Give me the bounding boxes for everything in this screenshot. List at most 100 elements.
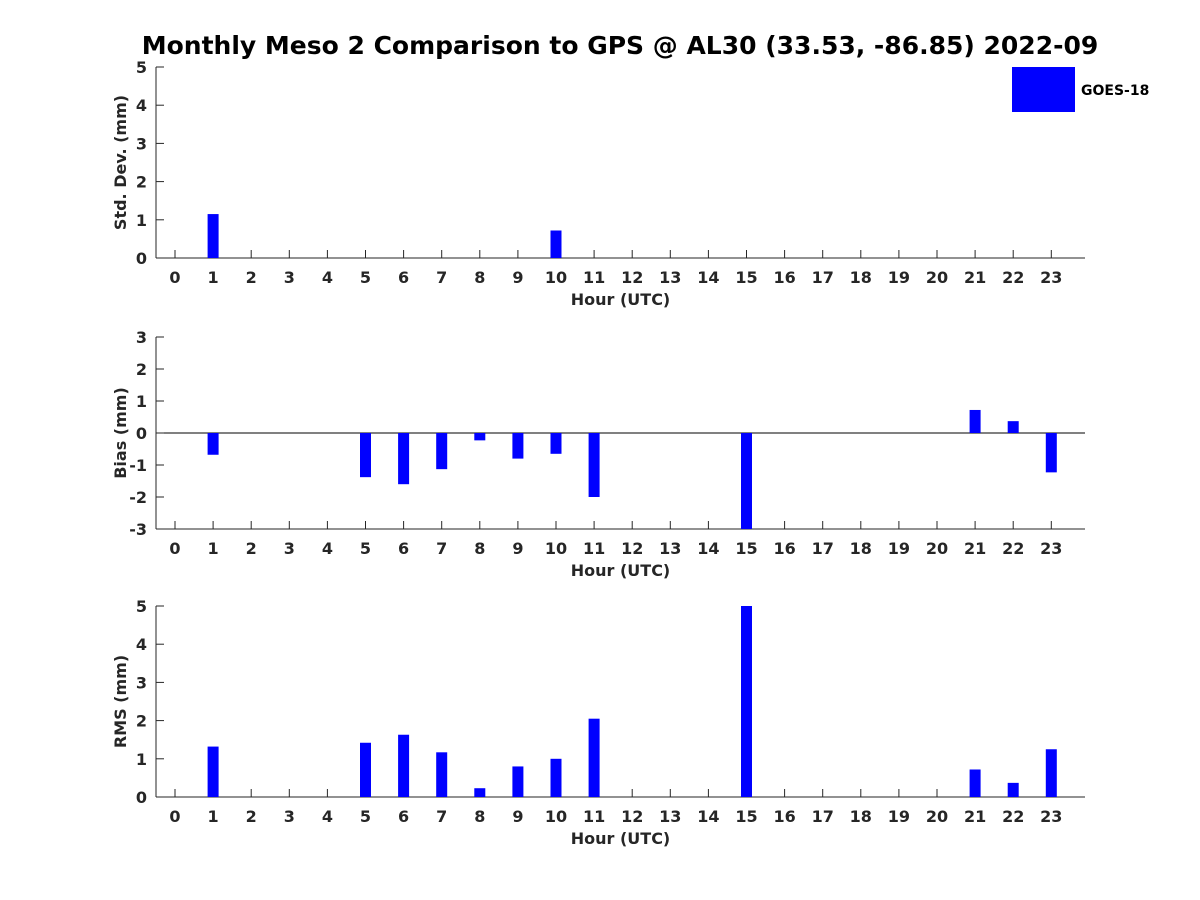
std-dev-x-tick-label: 17 xyxy=(812,268,834,287)
rms-bar xyxy=(588,718,600,797)
rms-x-axis-label: Hour (UTC) xyxy=(571,829,671,848)
std-dev-x-tick-label: 11 xyxy=(583,268,605,287)
bias-y-tick-label: 0 xyxy=(136,424,147,443)
std-dev-x-tick-label: 7 xyxy=(436,268,447,287)
std-dev-bar xyxy=(550,230,562,258)
std-dev-x-tick-label: 21 xyxy=(964,268,986,287)
std-dev-x-tick-label: 19 xyxy=(888,268,910,287)
std-dev-x-tick-label: 18 xyxy=(850,268,872,287)
bias-x-tick-label: 18 xyxy=(850,539,872,558)
rms-bar xyxy=(1007,782,1019,797)
rms-bar xyxy=(969,769,981,797)
bias-bar xyxy=(550,433,562,454)
bias-x-tick-label: 8 xyxy=(474,539,485,558)
std-dev-x-tick-label: 9 xyxy=(512,268,523,287)
bias-bar xyxy=(436,433,448,470)
bias-bar xyxy=(360,433,371,478)
bias-y-tick-label: 3 xyxy=(136,328,147,347)
bias-bar xyxy=(741,433,752,529)
std-dev-x-tick-label: 16 xyxy=(773,268,795,287)
bias-bar xyxy=(474,433,486,441)
rms-x-tick-label: 6 xyxy=(398,807,409,826)
rms-x-tick-label: 21 xyxy=(964,807,986,826)
rms-y-tick-label: 1 xyxy=(136,750,147,769)
rms-bar xyxy=(398,734,410,797)
rms-bar xyxy=(474,788,486,797)
std-dev-y-tick-label: 4 xyxy=(136,96,147,115)
rms-x-tick-label: 19 xyxy=(888,807,910,826)
std-dev-bar xyxy=(207,214,219,258)
rms-x-tick-label: 20 xyxy=(926,807,948,826)
bias-x-tick-label: 9 xyxy=(512,539,523,558)
legend-swatch xyxy=(1012,67,1075,112)
rms-x-tick-label: 17 xyxy=(812,807,834,826)
bias-x-axis-label: Hour (UTC) xyxy=(571,561,671,580)
rms-y-tick-label: 2 xyxy=(136,712,147,731)
rms-bar xyxy=(550,758,562,797)
rms-x-tick-label: 0 xyxy=(169,807,180,826)
bias-x-tick-label: 10 xyxy=(545,539,567,558)
bias-x-tick-label: 0 xyxy=(169,539,180,558)
rms-x-tick-label: 8 xyxy=(474,807,485,826)
chart-title: Monthly Meso 2 Comparison to GPS @ AL30 … xyxy=(142,31,1099,60)
std-dev-x-tick-label: 5 xyxy=(360,268,371,287)
bias-x-tick-label: 12 xyxy=(621,539,643,558)
rms-x-tick-label: 5 xyxy=(360,807,371,826)
std-dev-x-tick-label: 1 xyxy=(208,268,219,287)
bias-x-tick-label: 14 xyxy=(697,539,719,558)
std-dev-x-tick-label: 22 xyxy=(1002,268,1024,287)
rms-y-tick-label: 0 xyxy=(136,788,147,807)
bias-bar xyxy=(1007,421,1019,433)
std-dev-y-tick-label: 3 xyxy=(136,134,147,153)
rms-bar xyxy=(512,766,524,797)
std-dev-y-tick-label: 1 xyxy=(136,211,147,230)
rms-x-tick-label: 13 xyxy=(659,807,681,826)
rms-y-tick-label: 5 xyxy=(136,597,147,616)
bias-x-tick-label: 7 xyxy=(436,539,447,558)
std-dev-y-axis-label: Std. Dev. (mm) xyxy=(111,95,130,230)
std-dev-x-tick-label: 2 xyxy=(246,268,257,287)
rms-x-tick-label: 7 xyxy=(436,807,447,826)
bias-x-tick-label: 11 xyxy=(583,539,605,558)
bias-y-axis-label: Bias (mm) xyxy=(111,387,130,479)
rms-x-tick-label: 10 xyxy=(545,807,567,826)
rms-x-tick-label: 23 xyxy=(1040,807,1062,826)
std-dev-y-tick-label: 5 xyxy=(136,58,147,77)
bias-x-tick-label: 3 xyxy=(284,539,295,558)
bias-x-tick-label: 1 xyxy=(208,539,219,558)
rms-bar xyxy=(1045,749,1057,797)
rms-y-tick-label: 4 xyxy=(136,635,147,654)
std-dev-x-tick-label: 12 xyxy=(621,268,643,287)
rms-x-tick-label: 16 xyxy=(773,807,795,826)
bias-x-tick-label: 2 xyxy=(246,539,257,558)
std-dev-y-tick-label: 2 xyxy=(136,173,147,192)
rms-y-tick-label: 3 xyxy=(136,673,147,692)
std-dev-x-tick-label: 4 xyxy=(322,268,333,287)
std-dev-x-tick-label: 6 xyxy=(398,268,409,287)
bias-bar xyxy=(398,433,410,485)
bias-x-tick-label: 23 xyxy=(1040,539,1062,558)
std-dev-x-tick-label: 14 xyxy=(697,268,719,287)
legend-label: GOES-18 xyxy=(1081,83,1149,99)
bias-x-tick-label: 15 xyxy=(735,539,757,558)
rms-x-tick-label: 1 xyxy=(208,807,219,826)
bias-x-tick-label: 13 xyxy=(659,539,681,558)
bias-x-tick-label: 21 xyxy=(964,539,986,558)
std-dev-x-tick-label: 10 xyxy=(545,268,567,287)
rms-bar xyxy=(360,742,371,797)
rms-x-tick-label: 9 xyxy=(512,807,523,826)
bias-y-tick-label: 2 xyxy=(136,360,147,379)
rms-bar xyxy=(207,746,219,797)
rms-x-tick-label: 11 xyxy=(583,807,605,826)
bias-bar xyxy=(969,409,981,433)
bias-x-tick-label: 4 xyxy=(322,539,333,558)
rms-x-tick-label: 3 xyxy=(284,807,295,826)
std-dev-x-tick-label: 8 xyxy=(474,268,485,287)
rms-y-axis-label: RMS (mm) xyxy=(111,655,130,748)
bias-x-tick-label: 5 xyxy=(360,539,371,558)
bias-x-tick-label: 19 xyxy=(888,539,910,558)
legend: GOES-18 xyxy=(1012,67,1149,112)
rms-bar xyxy=(436,752,448,797)
